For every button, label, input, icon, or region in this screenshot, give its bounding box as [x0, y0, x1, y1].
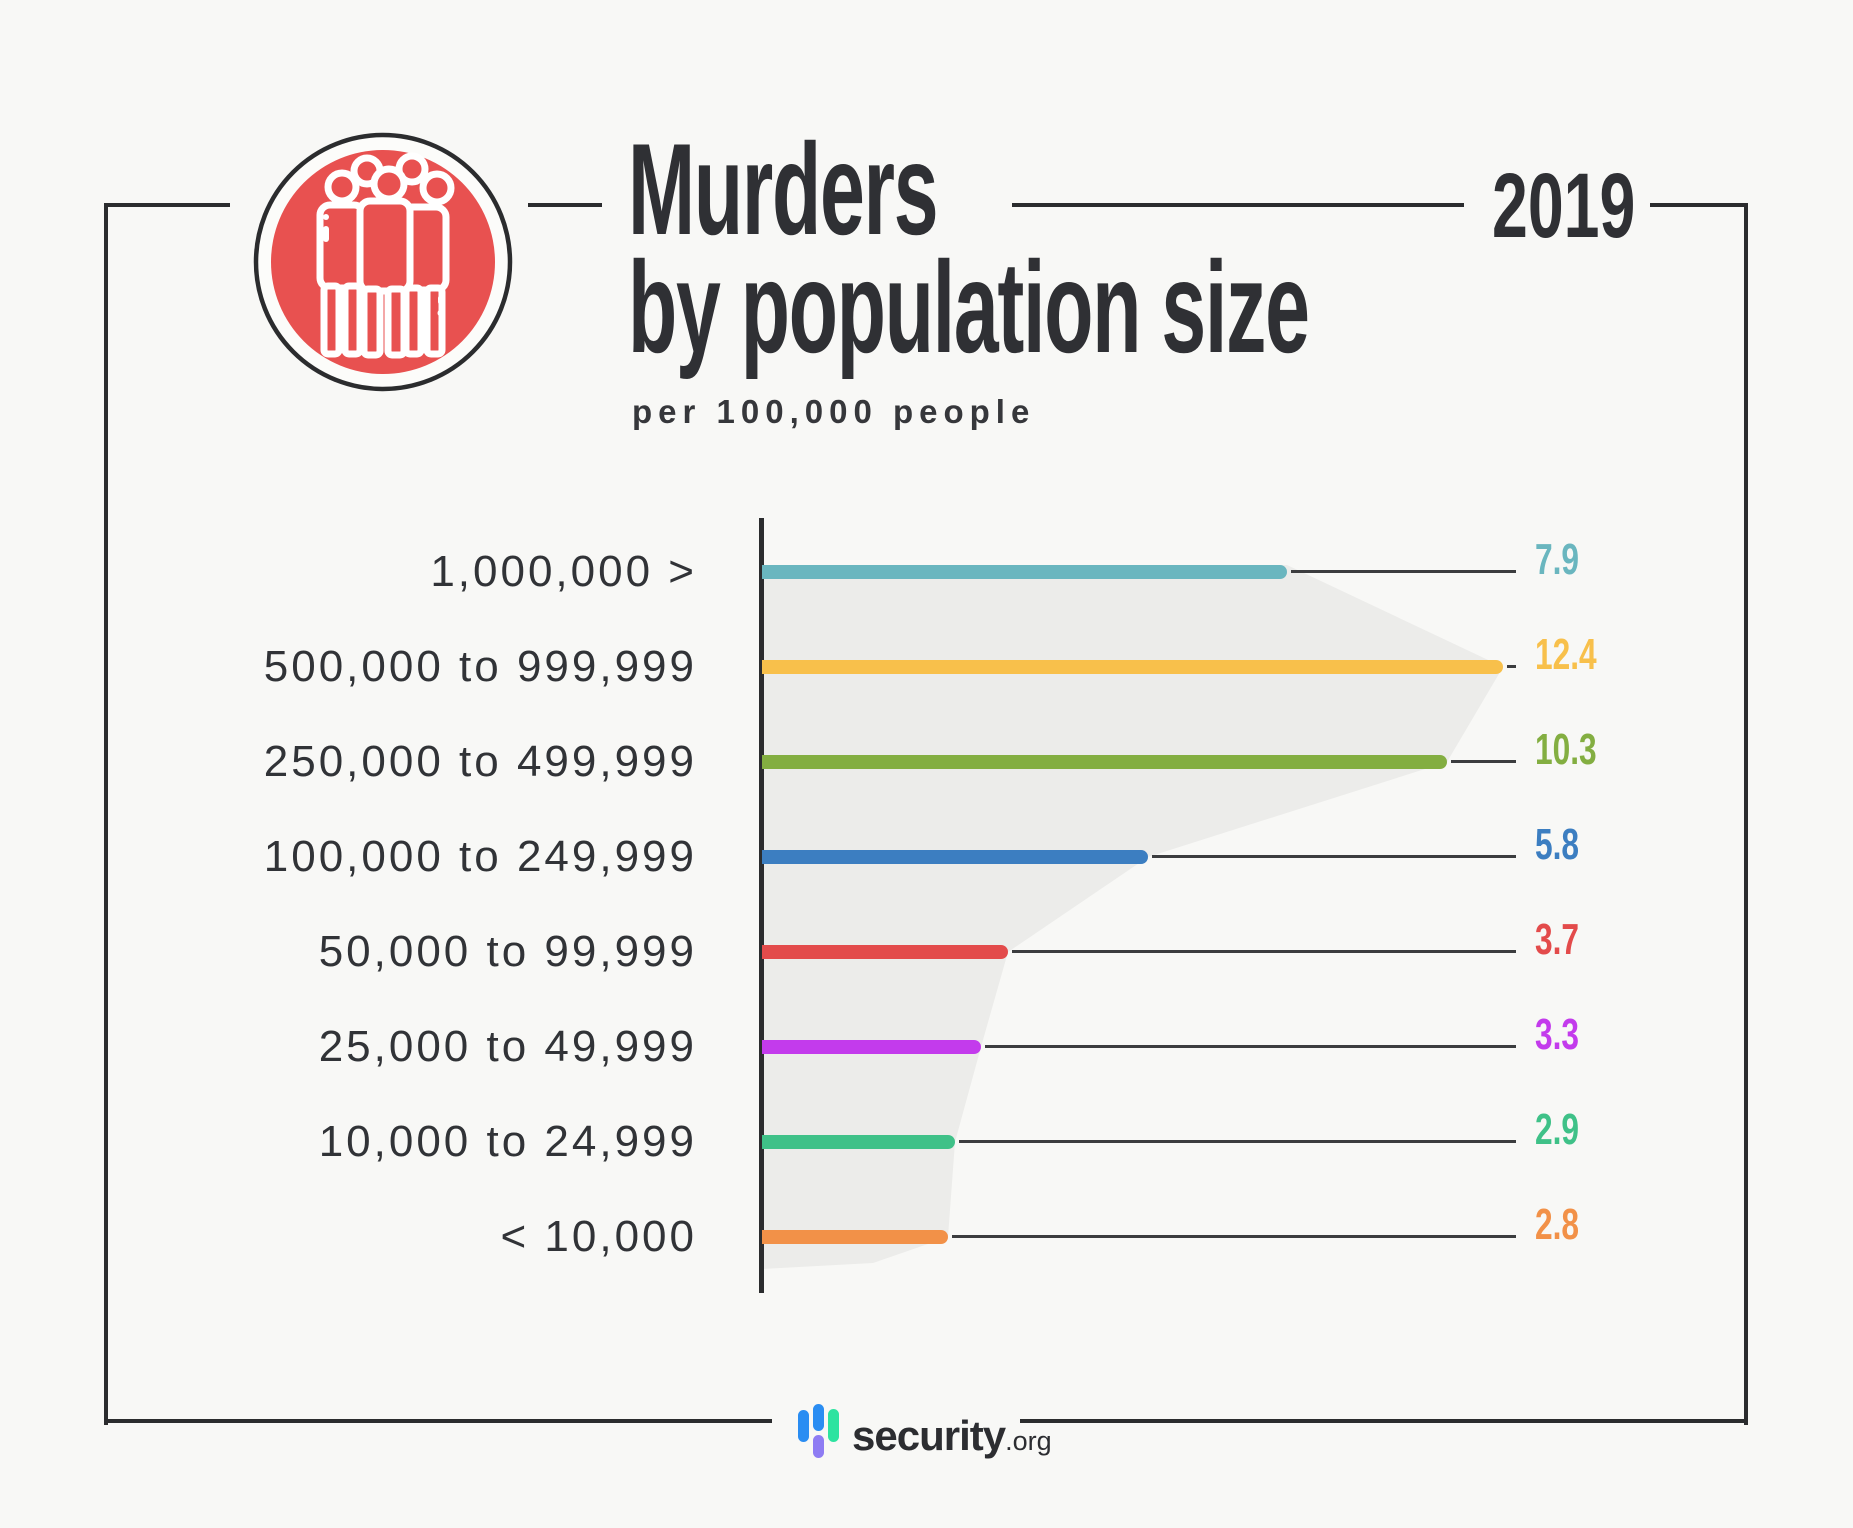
category-label: 1,000,000 >	[430, 547, 697, 596]
bar	[762, 850, 1148, 864]
logo-tld-text: .org	[1005, 1426, 1052, 1456]
value-label: 7.9	[1535, 538, 1596, 582]
year-label: 2019	[1492, 160, 1697, 252]
category-label: 500,000 to 999,999	[263, 642, 697, 691]
frame-top-segment-2	[528, 203, 602, 207]
bar	[762, 565, 1287, 579]
frame-top-segment-4	[1650, 203, 1744, 207]
leader-line	[952, 1235, 1516, 1238]
leader-line	[1291, 570, 1516, 573]
logo-brand-text: security	[852, 1412, 1006, 1459]
chart-axis-line	[759, 518, 764, 1293]
value-label: 3.7	[1535, 918, 1596, 962]
value-label: 3.3	[1535, 1013, 1596, 1057]
frame-bottom-segment-1	[104, 1419, 772, 1423]
page-title-line2-text: by population size	[628, 234, 1310, 380]
frame-top-segment-1	[104, 203, 230, 207]
page-title-line1: Murders	[628, 124, 1127, 254]
security-org-logo: security .org	[798, 1392, 1052, 1465]
value-label-text: 2.9	[1535, 1105, 1580, 1154]
frame-top-segment-3	[1012, 203, 1464, 207]
frame-right-border	[1744, 203, 1748, 1425]
value-label: 5.8	[1535, 823, 1596, 867]
bar	[762, 660, 1503, 674]
bar	[762, 1135, 955, 1149]
value-label-text: 12.4	[1535, 630, 1597, 679]
bar	[762, 755, 1447, 769]
value-label: 12.4	[1535, 633, 1621, 677]
year-text: 2019	[1492, 155, 1636, 257]
leader-line	[1152, 855, 1516, 858]
page-title-line2: by population size	[628, 242, 1726, 372]
value-label-text: 10.3	[1535, 725, 1597, 774]
value-label-text: 3.7	[1535, 915, 1580, 964]
leader-line	[1507, 665, 1516, 668]
frame-bottom-segment-2	[1020, 1419, 1744, 1423]
bar	[762, 1230, 948, 1244]
value-label-text: 7.9	[1535, 535, 1580, 584]
category-label: 10,000 to 24,999	[318, 1117, 697, 1166]
value-label-text: 2.8	[1535, 1200, 1580, 1249]
category-label: 250,000 to 499,999	[263, 737, 697, 786]
value-label: 10.3	[1535, 728, 1621, 772]
category-label: 50,000 to 99,999	[318, 927, 697, 976]
leader-line	[985, 1045, 1516, 1048]
value-label-text: 3.3	[1535, 1010, 1580, 1059]
frame-left-border	[104, 203, 108, 1425]
value-label: 2.9	[1535, 1108, 1596, 1152]
value-label: 2.8	[1535, 1203, 1596, 1247]
page-title-line1-text: Murders	[628, 116, 939, 262]
category-label: < 10,000	[500, 1212, 697, 1261]
category-label: 25,000 to 49,999	[318, 1022, 697, 1071]
category-label: 100,000 to 249,999	[263, 832, 697, 881]
leader-line	[1451, 760, 1516, 763]
leader-line	[1012, 950, 1516, 953]
people-icon	[253, 132, 513, 392]
security-logo-icon	[798, 1404, 839, 1458]
leader-line	[959, 1140, 1516, 1143]
bar	[762, 945, 1008, 959]
value-label-text: 5.8	[1535, 820, 1580, 869]
bar	[762, 1040, 981, 1054]
chart-subtitle: per 100,000 people	[632, 393, 1036, 430]
